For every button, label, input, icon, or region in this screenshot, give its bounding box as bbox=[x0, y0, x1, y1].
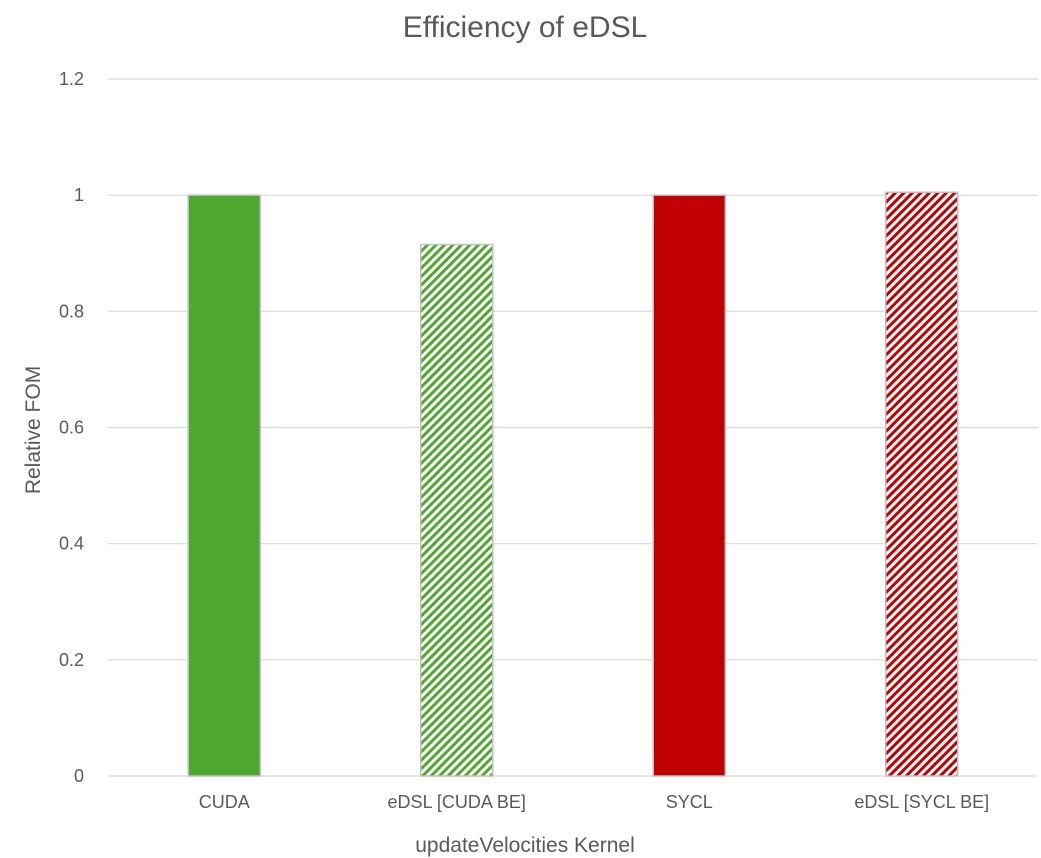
y-tick-label: 1.2 bbox=[59, 69, 84, 89]
y-tick-label: 0.6 bbox=[59, 418, 84, 438]
bar bbox=[885, 191, 959, 777]
y-tick-label: 0.4 bbox=[59, 534, 84, 554]
x-tick-label: SYCL bbox=[666, 792, 713, 812]
y-tick-label: 0.2 bbox=[59, 650, 84, 670]
x-axis-ticks: CUDA eDSL [CUDA BE] SYCL eDSL [SYCL BE] bbox=[199, 792, 989, 812]
x-tick-label: eDSL [SYCL BE] bbox=[854, 792, 989, 812]
y-tick-label: 1 bbox=[74, 185, 84, 205]
bars bbox=[187, 191, 959, 777]
y-tick-label: 0 bbox=[74, 766, 84, 786]
y-axis-ticks: 0 0.2 0.4 0.6 0.8 1 1.2 bbox=[59, 69, 84, 786]
chart-title: Efficiency of eDSL bbox=[403, 11, 648, 44]
x-axis-title: updateVelocities Kernel bbox=[415, 834, 635, 857]
y-tick-label: 0.8 bbox=[59, 301, 84, 321]
gridlines bbox=[108, 78, 1038, 777]
bar bbox=[187, 194, 261, 777]
x-tick-label: CUDA bbox=[199, 792, 250, 812]
x-tick-label: eDSL [CUDA BE] bbox=[388, 792, 526, 812]
bar bbox=[652, 194, 726, 777]
bar bbox=[420, 243, 494, 777]
y-axis-title: Relative FOM bbox=[22, 366, 45, 494]
